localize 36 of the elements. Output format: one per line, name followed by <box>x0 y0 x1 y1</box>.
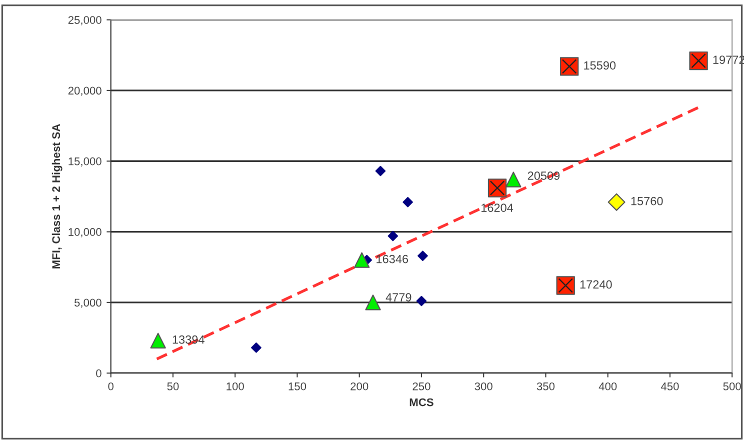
annotation: 16204 <box>482 204 514 212</box>
point <box>365 294 381 310</box>
x-tick-label: 350 <box>536 382 555 390</box>
x-axis-title: MCS <box>410 398 434 406</box>
annotation: 15590 <box>584 61 616 70</box>
point <box>608 193 626 211</box>
x-tick-label: 250 <box>412 382 430 390</box>
x-tick-label: 400 <box>598 382 617 390</box>
point <box>416 296 427 306</box>
y-tick-label: 0 <box>96 369 102 378</box>
annotation: 4779 <box>386 293 412 302</box>
point <box>251 342 262 353</box>
point <box>375 166 386 176</box>
annotation: 17240 <box>580 280 612 289</box>
x-tick-label: 0 <box>108 382 114 390</box>
y-tick-label: 15,000 <box>68 157 102 167</box>
y-tick-label: 20,000 <box>68 86 102 96</box>
y-tick-label: 10,000 <box>68 228 102 238</box>
point <box>150 332 166 348</box>
point <box>418 250 428 261</box>
x-tick-label: 200 <box>350 382 368 390</box>
x-tick-label: 300 <box>474 382 492 390</box>
point <box>402 196 413 208</box>
x-tick-label: 450 <box>660 382 679 390</box>
y-tick-label: 5,000 <box>74 298 102 308</box>
point <box>506 172 522 188</box>
x-tick-label: 500 <box>723 382 741 390</box>
annotation: 16346 <box>376 254 408 264</box>
point <box>388 230 398 242</box>
y-tick-label: 25,000 <box>68 16 102 26</box>
x-tick-label: 100 <box>226 382 244 390</box>
x-tick-label: 150 <box>288 382 306 390</box>
y-axis-title: MFI, Class 1 + 2 Highest SA <box>52 124 62 268</box>
point <box>354 252 370 268</box>
annotation: 15760 <box>631 196 663 206</box>
x-tick-label: 50 <box>167 382 179 390</box>
